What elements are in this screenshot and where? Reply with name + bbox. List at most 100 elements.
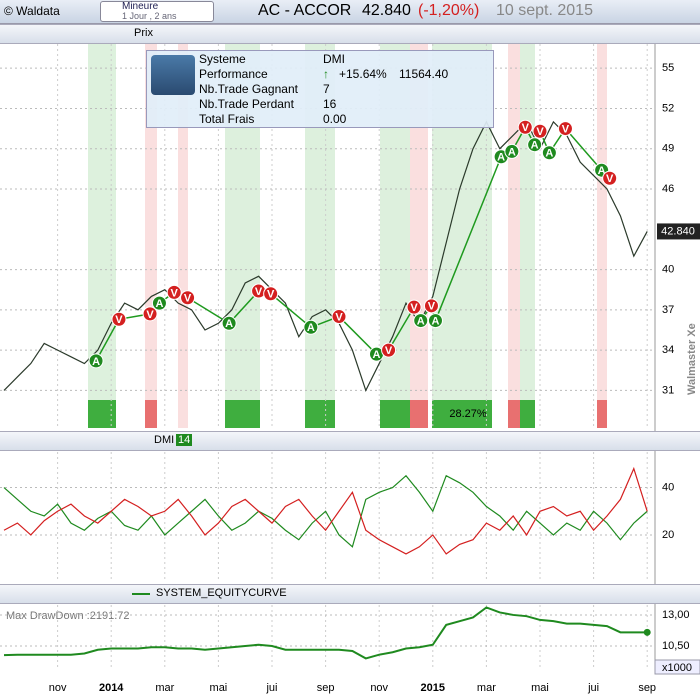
info-value: 7 bbox=[323, 82, 330, 96]
legend-swatch bbox=[132, 593, 150, 595]
legend-label: SYSTEM_EQUITYCURVE bbox=[156, 587, 287, 599]
toolbar: SYSTEM_EQUITYCURVE bbox=[0, 584, 700, 604]
x-tick-label: mai bbox=[531, 682, 549, 694]
scale-box bbox=[654, 659, 700, 675]
x-tick-label: sep bbox=[317, 682, 335, 694]
x-tick-label: nov bbox=[49, 682, 67, 694]
y-tick-label: 52 bbox=[662, 102, 674, 114]
y-tick-label: 37 bbox=[662, 304, 674, 316]
toolbar: DMI 14 bbox=[0, 431, 700, 451]
signal-label: A bbox=[497, 152, 505, 164]
signal-label: V bbox=[428, 301, 436, 313]
info-value: 0.00 bbox=[323, 112, 347, 126]
symbol: AC - ACCOR bbox=[258, 2, 352, 19]
signal bbox=[381, 342, 397, 358]
y-tick-label: 10,50 bbox=[662, 640, 690, 652]
signal bbox=[413, 313, 429, 329]
signal-label: A bbox=[545, 148, 553, 160]
signal-label: V bbox=[171, 287, 179, 299]
x-tick-label: mar bbox=[155, 682, 174, 694]
toolbar-label[interactable]: Prix bbox=[134, 27, 153, 39]
date: 10 sept. 2015 bbox=[496, 2, 593, 19]
trend: Mineure bbox=[122, 1, 159, 12]
signal-label: V bbox=[606, 173, 614, 185]
y-tick-label: 31 bbox=[662, 384, 674, 396]
signal-label: A bbox=[598, 165, 606, 177]
info-value: 16 bbox=[323, 97, 337, 111]
price: 42.840 bbox=[362, 2, 411, 19]
change: (-1,20%) bbox=[418, 2, 480, 19]
info-value: 11564.40 bbox=[399, 67, 449, 81]
signal bbox=[504, 143, 520, 159]
signal bbox=[331, 309, 347, 325]
period: 1 Jour , 2 ans bbox=[122, 11, 177, 21]
x-tick-label: mar bbox=[477, 682, 496, 694]
legend-period: 14 bbox=[176, 434, 193, 446]
y-tick-label: 40 bbox=[662, 481, 674, 493]
strip bbox=[88, 400, 607, 428]
signal-label: A bbox=[92, 356, 100, 368]
watermark: Walmaster Xe bbox=[686, 323, 698, 395]
info-value: +15.64% bbox=[339, 67, 387, 81]
signal-label: A bbox=[225, 318, 233, 330]
info-key: Systeme bbox=[199, 52, 246, 66]
signal-label: V bbox=[267, 289, 275, 301]
signal bbox=[303, 319, 319, 335]
price-box bbox=[657, 223, 700, 240]
x-tick-label: jui bbox=[265, 682, 277, 694]
signal-label: V bbox=[115, 314, 123, 326]
y-tick-label: 40 bbox=[662, 263, 674, 275]
signal bbox=[406, 299, 422, 315]
signal-label: A bbox=[508, 146, 516, 158]
signal-label: A bbox=[417, 315, 425, 327]
strip-label: 28.27% bbox=[449, 408, 487, 420]
signal bbox=[602, 170, 618, 186]
signal-label: V bbox=[410, 302, 418, 314]
signal-label: V bbox=[335, 311, 343, 323]
header: © Waldata Mineure 1 Jour , 2 ans AC - AC… bbox=[0, 0, 700, 24]
copyright: © Waldata bbox=[4, 4, 60, 18]
x-tick-label: mai bbox=[210, 682, 228, 694]
signal bbox=[427, 313, 443, 329]
signal bbox=[88, 353, 104, 369]
signal-label: V bbox=[385, 345, 393, 357]
signal bbox=[142, 306, 158, 322]
x-tick-label: 2014 bbox=[99, 682, 124, 694]
signal bbox=[180, 290, 196, 306]
line bbox=[3, 466, 648, 555]
signal-label: A bbox=[307, 322, 315, 334]
scale-label: x1000 bbox=[662, 662, 692, 674]
signal bbox=[557, 121, 573, 137]
signal-label: V bbox=[184, 293, 192, 305]
signal bbox=[111, 311, 127, 327]
signal bbox=[221, 315, 237, 331]
drawdown: Max DrawDown :2191.72 bbox=[6, 610, 130, 622]
line bbox=[3, 474, 648, 548]
signal bbox=[166, 284, 182, 300]
line bbox=[3, 606, 648, 660]
signal bbox=[151, 295, 167, 311]
signal bbox=[532, 123, 548, 139]
y-tick-label: 13,00 bbox=[662, 609, 690, 621]
y-tick-label: 34 bbox=[662, 344, 674, 356]
signal-label: V bbox=[522, 122, 530, 134]
signal bbox=[423, 298, 439, 314]
info-key: Nb.Trade Perdant bbox=[199, 97, 294, 111]
signal-label: V bbox=[536, 126, 544, 138]
trend-select[interactable] bbox=[100, 1, 214, 22]
y-tick-label: 55 bbox=[662, 62, 674, 74]
signal-label: A bbox=[432, 315, 440, 327]
info-key: Total Frais bbox=[199, 112, 255, 126]
info-value: DMI bbox=[323, 52, 345, 66]
y-tick-label: 49 bbox=[662, 143, 674, 155]
signal bbox=[517, 119, 533, 135]
signal bbox=[527, 137, 543, 153]
info-key: Nb.Trade Gagnant bbox=[199, 82, 298, 96]
info-panel: Systeme DMI Performance ↑ +15.64% 11564.… bbox=[146, 50, 494, 128]
x-tick-label: jui bbox=[587, 682, 599, 694]
info-key: Performance bbox=[199, 67, 268, 81]
price-label: 42.840 bbox=[661, 225, 695, 237]
signal-label: V bbox=[146, 309, 154, 321]
x-tick-label: 2015 bbox=[421, 682, 445, 694]
